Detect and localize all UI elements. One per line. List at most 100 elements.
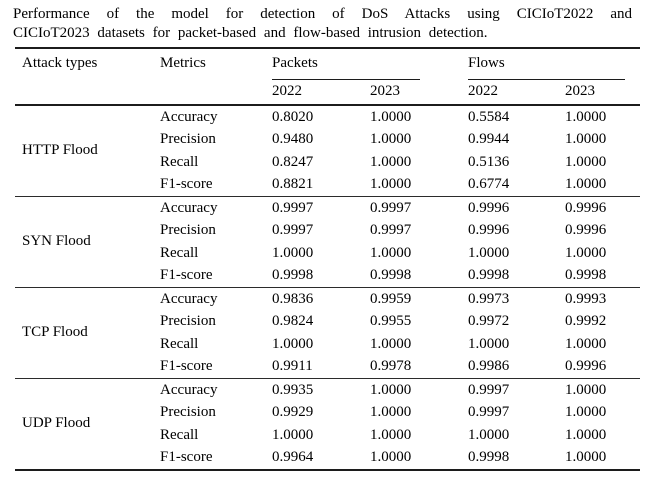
caption-line-2: CICIoT2023 datasets for packet-based and… (13, 24, 488, 41)
attack-type-cell: UDP Flood (22, 415, 91, 432)
value-cell: 1.0000 (565, 426, 607, 443)
value-cell: 1.0000 (370, 426, 412, 443)
header-metrics: Metrics (153, 48, 265, 106)
value-cell: 1.0000 (370, 335, 412, 352)
value-cell: 0.9997 (468, 381, 510, 398)
value-cell: 1.0000 (272, 244, 314, 261)
value-cell: 1.0000 (565, 404, 607, 420)
table-row: Recall 1.0000 1.0000 1.0000 1.0000 (15, 333, 640, 356)
value-cell: 0.6774 (468, 176, 510, 192)
value-cell: 1.0000 (370, 404, 412, 420)
value-cell: 0.9911 (272, 358, 313, 374)
table-row: Recall 1.0000 1.0000 1.0000 1.0000 (15, 242, 640, 265)
value-cell: 1.0000 (565, 449, 607, 465)
metric-cell: F1-score (160, 176, 213, 192)
table-caption: Performance of the model for detection o… (13, 5, 632, 42)
value-cell: 1.0000 (272, 335, 314, 352)
value-cell: 1.0000 (370, 108, 412, 125)
value-cell: 1.0000 (272, 426, 314, 443)
subheader-packets-2022: 2022 (265, 80, 363, 106)
subheader-flows-2023: 2023 (558, 80, 640, 106)
table-row: Precision 0.9824 0.9955 0.9972 0.9992 (15, 310, 640, 333)
attack-type-cell: SYN Flood (22, 233, 91, 250)
caption-line-1: Performance of the model for detection o… (13, 6, 632, 22)
header-row-groups: Attack types Metrics Packets Flows (15, 48, 640, 106)
table-row: Precision 0.9997 0.9997 0.9996 0.9996 (15, 219, 640, 242)
metric-cell: F1-score (160, 449, 213, 465)
packets-spanner-rule: Packets (272, 55, 420, 80)
value-cell: 0.8247 (272, 153, 314, 170)
value-cell: 1.0000 (468, 426, 510, 443)
value-cell: 1.0000 (468, 335, 510, 352)
performance-table: Attack types Metrics Packets Flows 2022 … (15, 47, 640, 471)
value-cell: 1.0000 (565, 108, 607, 125)
metric-cell: Recall (160, 335, 199, 352)
value-cell: 0.9824 (272, 313, 314, 329)
metric-cell: Accuracy (160, 381, 218, 398)
table-row: F1-score 0.9911 0.9978 0.9986 0.9996 (15, 355, 640, 378)
metric-cell: Recall (160, 426, 199, 443)
value-cell: 0.9836 (272, 290, 314, 307)
value-cell: 0.9996 (565, 358, 607, 374)
attack-section-syn-flood: SYN Flood Accuracy 0.9997 0.9997 0.9996 … (15, 196, 640, 287)
table-header: Attack types Metrics Packets Flows 2022 … (15, 48, 640, 106)
value-cell: 0.9992 (565, 313, 607, 329)
table-row: Recall 0.8247 1.0000 0.5136 1.0000 (15, 151, 640, 174)
value-cell: 0.9978 (370, 358, 412, 374)
value-cell: 0.9996 (565, 199, 607, 216)
value-cell: 1.0000 (468, 244, 510, 261)
value-cell: 0.9972 (468, 313, 510, 329)
value-cell: 1.0000 (370, 244, 412, 261)
metric-cell: F1-score (160, 358, 213, 374)
value-cell: 0.8821 (272, 176, 314, 192)
metric-cell: Recall (160, 244, 199, 261)
value-cell: 1.0000 (565, 335, 607, 352)
value-cell: 1.0000 (370, 449, 412, 465)
metric-cell: Recall (160, 153, 199, 170)
metric-cell: Precision (160, 313, 216, 329)
value-cell: 0.9998 (272, 267, 314, 283)
header-attack-types: Attack types (15, 48, 153, 106)
value-cell: 0.9998 (370, 267, 412, 283)
value-cell: 0.9955 (370, 313, 412, 329)
subheader-flows-2022: 2022 (461, 80, 558, 106)
value-cell: 0.9964 (272, 449, 314, 465)
attack-section-udp-flood: UDP Flood Accuracy 0.9935 1.0000 0.9997 … (15, 378, 640, 470)
value-cell: 1.0000 (370, 153, 412, 170)
header-row-years: 2022 2023 2022 2023 (15, 80, 640, 106)
table-row: Precision 0.9480 1.0000 0.9944 1.0000 (15, 128, 640, 151)
value-cell: 0.9986 (468, 358, 510, 374)
value-cell: 1.0000 (370, 176, 412, 192)
header-group-flows: Flows (461, 48, 640, 80)
metric-cell: Accuracy (160, 199, 218, 216)
value-cell: 0.9997 (468, 404, 510, 420)
value-cell: 1.0000 (565, 244, 607, 261)
attack-section-http-flood: HTTP Flood Accuracy 0.8020 1.0000 0.5584… (15, 105, 640, 197)
table-row: SYN Flood Accuracy 0.9997 0.9997 0.9996 … (15, 196, 640, 250)
table-row: Recall 1.0000 1.0000 1.0000 1.0000 (15, 424, 640, 447)
value-cell: 0.9998 (565, 267, 607, 283)
value-cell: 0.9935 (272, 381, 314, 398)
value-cell: 1.0000 (565, 131, 607, 147)
value-cell: 0.9480 (272, 131, 314, 147)
metric-cell: Precision (160, 222, 216, 238)
value-cell: 0.9997 (272, 222, 314, 238)
value-cell: 0.9998 (468, 267, 510, 283)
value-cell: 1.0000 (370, 131, 412, 147)
value-cell: 0.9993 (565, 290, 607, 307)
table-row: F1-score 0.9998 0.9998 0.9998 0.9998 (15, 264, 640, 287)
subheader-packets-2023: 2023 (363, 80, 461, 106)
value-cell: 0.9998 (468, 449, 510, 465)
value-cell: 0.8020 (272, 108, 314, 125)
metric-cell: F1-score (160, 267, 213, 283)
value-cell: 0.5136 (468, 153, 510, 170)
table-row: F1-score 0.9964 1.0000 0.9998 1.0000 (15, 446, 640, 470)
metric-cell: Accuracy (160, 290, 218, 307)
flows-spanner-rule: Flows (468, 55, 625, 80)
attack-type-cell: HTTP Flood (22, 142, 98, 159)
value-cell: 0.9973 (468, 290, 510, 307)
value-cell: 0.9996 (565, 222, 607, 238)
value-cell: 0.9997 (370, 222, 412, 238)
attack-type-cell: TCP Flood (22, 324, 88, 341)
